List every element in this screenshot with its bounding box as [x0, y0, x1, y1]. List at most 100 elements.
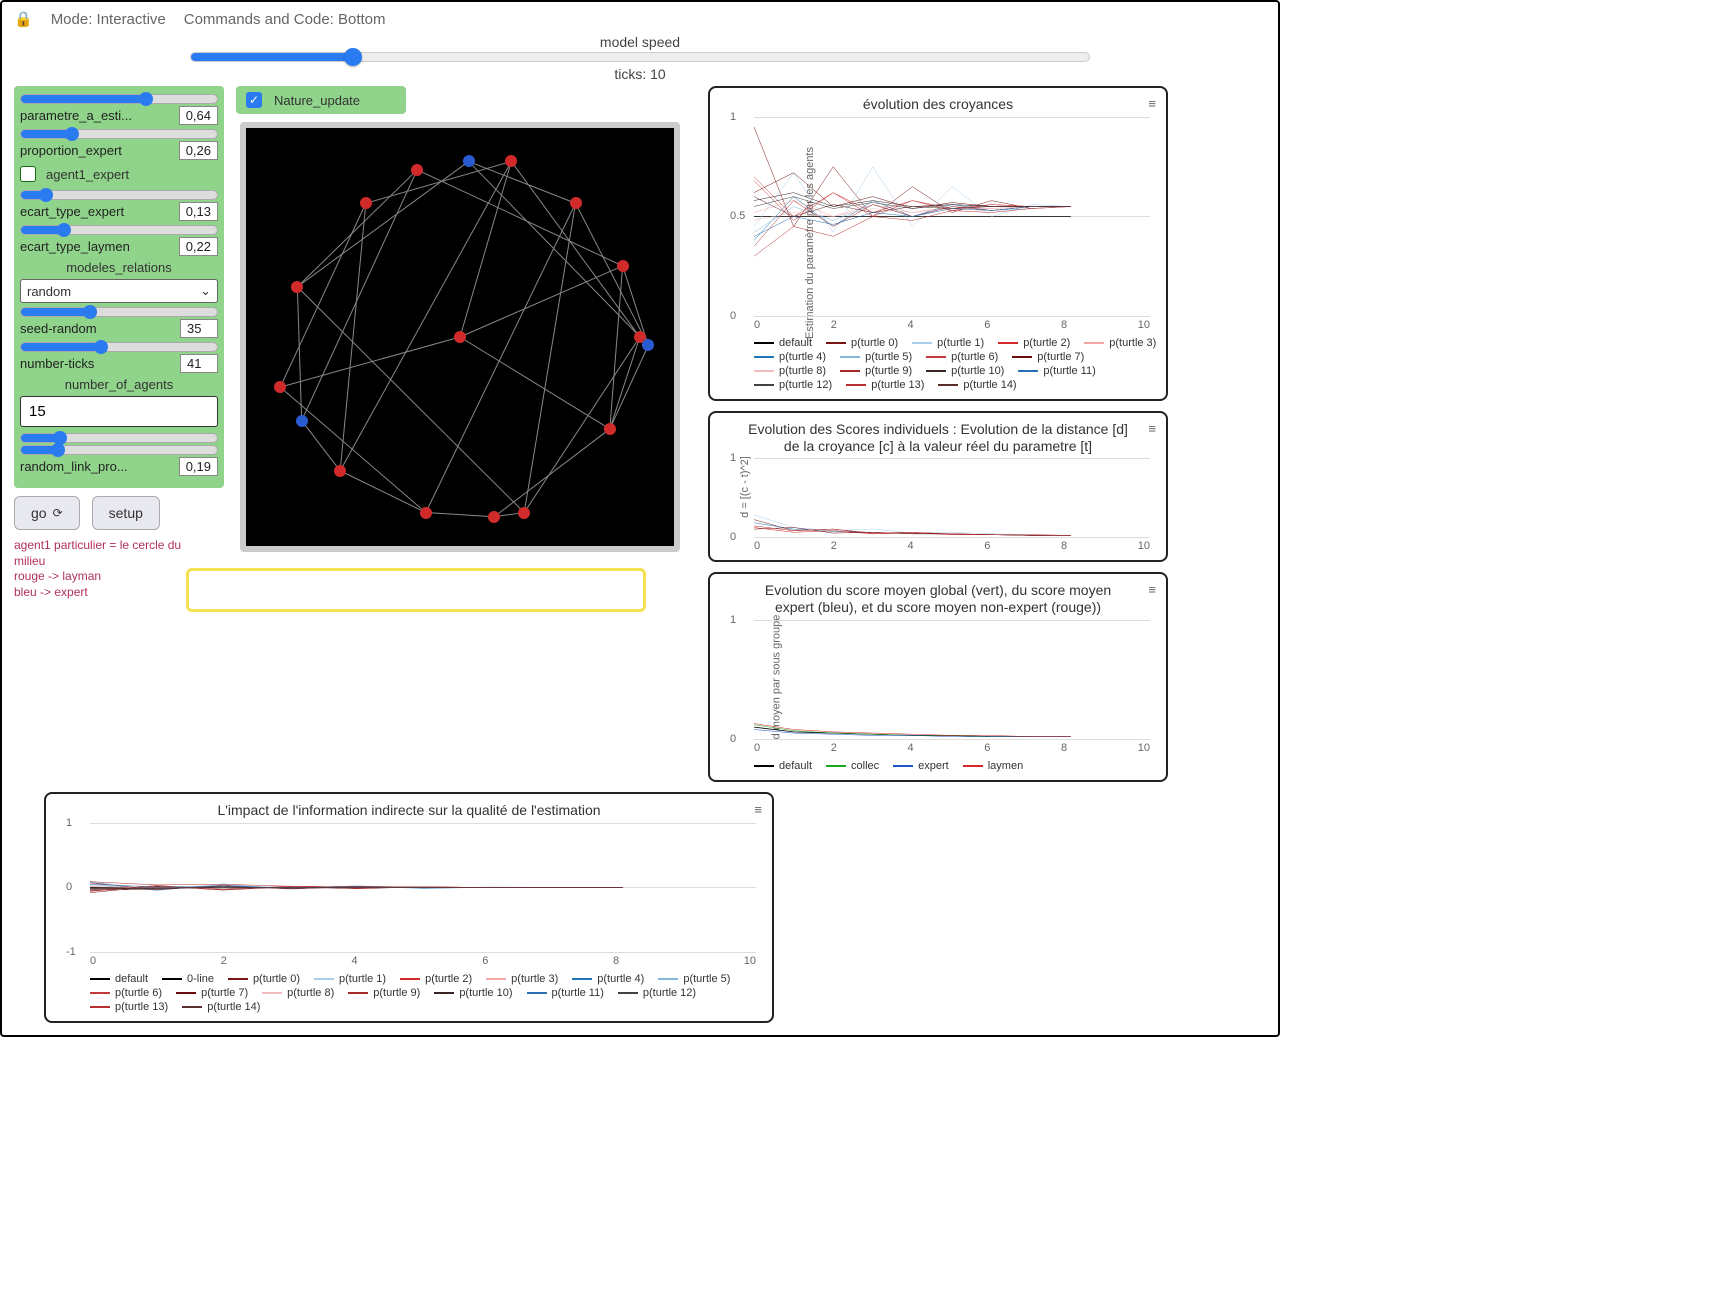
- chart-croyances: ≡ évolution des croyances Estimation du …: [708, 86, 1168, 401]
- menu-icon[interactable]: ≡: [1148, 582, 1156, 597]
- parametre-a-esti-slider[interactable]: [20, 94, 218, 104]
- number-ticks-label: number-ticks: [20, 356, 94, 371]
- speed-label: model speed: [14, 34, 1266, 50]
- legend-item: p(turtle 6): [926, 351, 998, 363]
- network-node: [454, 331, 466, 343]
- number-of-agents-slider[interactable]: [20, 433, 218, 443]
- ecart-type-expert-slider[interactable]: [20, 190, 218, 200]
- random-link-pro-value: 0,19: [179, 457, 218, 476]
- network-node: [296, 415, 308, 427]
- number-ticks-value: 41: [180, 354, 218, 373]
- agent1-expert-label: agent1_expert: [46, 167, 129, 182]
- legend-item: p(turtle 5): [658, 973, 730, 985]
- lock-icon: 🔒: [14, 10, 33, 28]
- legend-item: p(turtle 7): [176, 987, 248, 999]
- random-link-pro-label: random_link_pro...: [20, 459, 128, 474]
- ecart-type-laymen-slider[interactable]: [20, 225, 218, 235]
- legend-item: p(turtle 2): [400, 973, 472, 985]
- ecart-type-expert-value: 0,13: [179, 202, 218, 221]
- menu-icon[interactable]: ≡: [754, 802, 762, 817]
- ticks-label: ticks: 10: [14, 66, 1266, 82]
- nature-update-block[interactable]: ✓ Nature_update: [236, 86, 406, 114]
- legend-item: laymen: [963, 760, 1023, 772]
- legend-item: p(turtle 0): [228, 973, 300, 985]
- number-of-agents-label: number_of_agents: [20, 377, 218, 392]
- legend-item: p(turtle 14): [182, 1001, 260, 1013]
- network-node: [291, 281, 303, 293]
- legend-item: p(turtle 8): [262, 987, 334, 999]
- network-node: [274, 381, 286, 393]
- network-node: [411, 164, 423, 176]
- chevron-down-icon: ⌄: [200, 283, 211, 299]
- controls-panel: parametre_a_esti... 0,64 proportion_exper…: [14, 86, 224, 488]
- menu-icon[interactable]: ≡: [1148, 421, 1156, 436]
- legend-item: p(turtle 8): [754, 365, 826, 377]
- legend-item: p(turtle 3): [486, 973, 558, 985]
- proportion-expert-value: 0,26: [179, 141, 218, 160]
- network-node: [420, 507, 432, 519]
- legend-item: default: [90, 973, 148, 985]
- network-node: [463, 155, 475, 167]
- chart-impact: ≡ L'impact de l'information indirecte su…: [44, 792, 774, 1023]
- legend-item: 0-line: [162, 973, 214, 985]
- ecart-type-expert-label: ecart_type_expert: [20, 204, 124, 219]
- agent1-expert-row[interactable]: agent1_expert: [20, 164, 218, 186]
- legend-item: p(turtle 1): [314, 973, 386, 985]
- parametre-a-esti-value: 0,64: [179, 106, 218, 125]
- network-node: [360, 197, 372, 209]
- legend-item: p(turtle 9): [348, 987, 420, 999]
- legend-item: p(turtle 1): [912, 337, 984, 349]
- legend-item: p(turtle 14): [938, 379, 1016, 391]
- network-node: [505, 155, 517, 167]
- commands-label: Commands and Code: Bottom: [184, 11, 386, 28]
- network-node: [334, 465, 346, 477]
- legend-item: p(turtle 7): [1012, 351, 1084, 363]
- legend-item: collec: [826, 760, 879, 772]
- legend-item: p(turtle 0): [826, 337, 898, 349]
- legend-item: p(turtle 13): [846, 379, 924, 391]
- refresh-icon: ⟳: [53, 506, 63, 520]
- network-node: [604, 423, 616, 435]
- network-view: [240, 122, 680, 552]
- legend-item: p(turtle 6): [90, 987, 162, 999]
- network-node: [617, 260, 629, 272]
- menu-icon[interactable]: ≡: [1148, 96, 1156, 111]
- legend-item: p(turtle 10): [434, 987, 512, 999]
- number-ticks-slider[interactable]: [20, 342, 218, 352]
- chart-moyen: ≡ Evolution du score moyen global (vert)…: [708, 572, 1168, 782]
- seed-random-value: 35: [180, 319, 218, 338]
- legend-item: p(turtle 2): [998, 337, 1070, 349]
- setup-button[interactable]: setup: [92, 496, 160, 530]
- legend-item: p(turtle 11): [1018, 365, 1095, 377]
- legend-item: p(turtle 13): [90, 1001, 168, 1013]
- legend-item: p(turtle 4): [754, 351, 826, 363]
- legend-item: p(turtle 4): [572, 973, 644, 985]
- legend-item: default: [754, 760, 812, 772]
- network-node: [518, 507, 530, 519]
- go-button[interactable]: go⟳: [14, 496, 80, 530]
- network-node: [642, 339, 654, 351]
- agent1-expert-checkbox[interactable]: [20, 166, 36, 182]
- network-node: [570, 197, 582, 209]
- legend-item: p(turtle 5): [840, 351, 912, 363]
- number-of-agents-input[interactable]: [20, 396, 218, 427]
- legend-item: expert: [893, 760, 949, 772]
- seed-random-label: seed-random: [20, 321, 97, 336]
- command-input[interactable]: [186, 568, 646, 612]
- parametre-a-esti-label: parametre_a_esti...: [20, 108, 132, 123]
- mode-label: Mode: Interactive: [51, 11, 166, 28]
- seed-random-slider[interactable]: [20, 307, 218, 317]
- ecart-type-laymen-value: 0,22: [179, 237, 218, 256]
- ecart-type-laymen-label: ecart_type_laymen: [20, 239, 130, 254]
- legend-item: p(turtle 11): [527, 987, 604, 999]
- network-node: [488, 511, 500, 523]
- modeles-relations-select[interactable]: random ⌄: [20, 279, 218, 303]
- legend-item: p(turtle 10): [926, 365, 1004, 377]
- nature-update-checkbox[interactable]: ✓: [246, 92, 262, 108]
- speed-slider[interactable]: [190, 52, 1090, 62]
- proportion-expert-label: proportion_expert: [20, 143, 122, 158]
- random-link-pro-slider[interactable]: [20, 445, 218, 455]
- legend-item: p(turtle 12): [754, 379, 832, 391]
- legend-item: p(turtle 12): [618, 987, 696, 999]
- proportion-expert-slider[interactable]: [20, 129, 218, 139]
